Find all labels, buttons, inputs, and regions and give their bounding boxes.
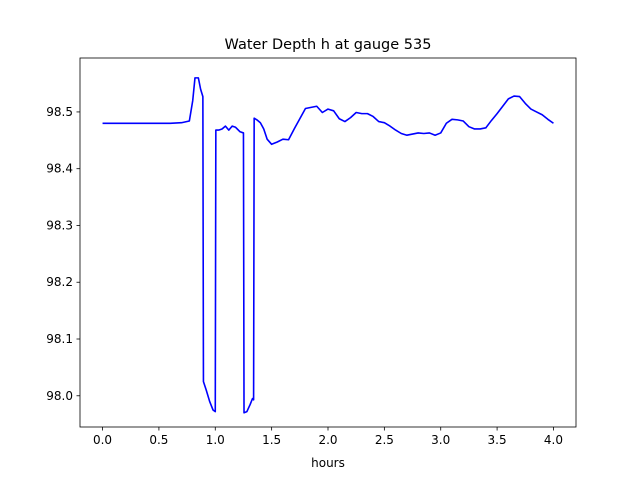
x-tick-label: 1.5 bbox=[262, 433, 281, 447]
y-tick-label: 98.4 bbox=[46, 162, 73, 176]
y-tick-label: 98.1 bbox=[46, 332, 73, 346]
y-tick-label: 98.5 bbox=[46, 105, 73, 119]
chart-title: Water Depth h at gauge 535 bbox=[225, 37, 432, 53]
x-tick-label: 3.5 bbox=[488, 433, 507, 447]
x-axis-ticks: 0.0 0.5 1.0 1.5 2.0 2.5 3.0 3.5 4.0 bbox=[93, 427, 563, 447]
y-tick-label: 98.3 bbox=[46, 218, 73, 232]
x-tick-label: 3.0 bbox=[431, 433, 450, 447]
x-tick-label: 0.0 bbox=[93, 433, 112, 447]
series-line bbox=[102, 77, 554, 414]
x-tick-label: 1.0 bbox=[206, 433, 225, 447]
y-tick-label: 98.0 bbox=[46, 389, 73, 403]
x-tick-label: 4.0 bbox=[544, 433, 563, 447]
y-tick-label: 98.2 bbox=[46, 275, 73, 289]
plot-frame bbox=[79, 57, 577, 428]
y-axis-ticks: 98.0 98.1 98.2 98.3 98.4 98.5 bbox=[46, 105, 80, 403]
x-axis-label: hours bbox=[311, 456, 345, 470]
x-tick-label: 2.5 bbox=[375, 433, 394, 447]
x-tick-label: 0.5 bbox=[149, 433, 168, 447]
x-tick-label: 2.0 bbox=[318, 433, 337, 447]
